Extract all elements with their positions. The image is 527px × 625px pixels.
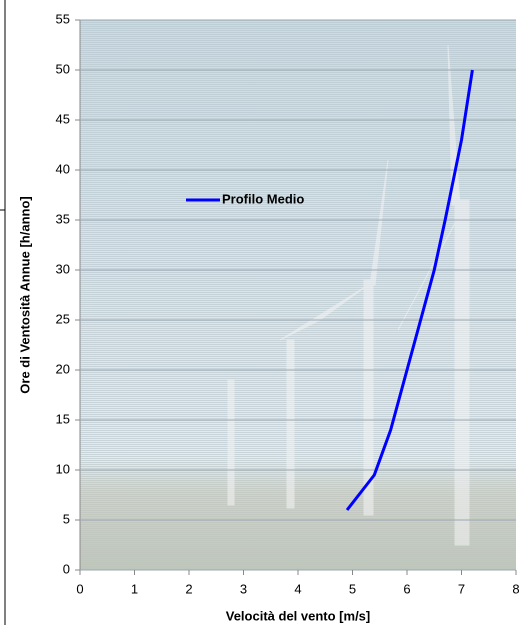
y-tick-label: 35 [56,211,70,226]
y-tick-label: 25 [56,311,70,326]
x-tick-label: 7 [458,581,465,596]
plot-texture [80,20,516,570]
y-tick-label: 10 [56,461,70,476]
x-tick-label: 6 [403,581,410,596]
data-line [345,69,474,511]
x-tick-label: 1 [131,581,138,596]
y-tick-label: 45 [56,111,70,126]
x-tick-label: 0 [76,581,83,596]
y-tick-label: 0 [63,561,70,576]
y-tick-label: 50 [56,61,70,76]
y-axis-label: Ore di Ventosità Annue [h/anno] [17,196,32,393]
y-tick-label: 15 [56,411,70,426]
x-tick-label: 3 [240,581,247,596]
y-tick-label: 20 [56,361,70,376]
background-image [227,44,470,546]
y-tick-label: 55 [56,11,70,26]
x-tick-label: 8 [512,581,519,596]
y-tick-label: 40 [56,161,70,176]
y-tick-label: 5 [63,511,70,526]
legend-label: Profilo Medio [222,191,304,206]
y-tick-label: 30 [56,261,70,276]
x-tick-label: 2 [185,581,192,596]
x-tick-label: 4 [294,581,301,596]
x-tick-label: 5 [349,581,356,596]
x-axis-label: Velocità del vento [m/s] [226,608,371,623]
